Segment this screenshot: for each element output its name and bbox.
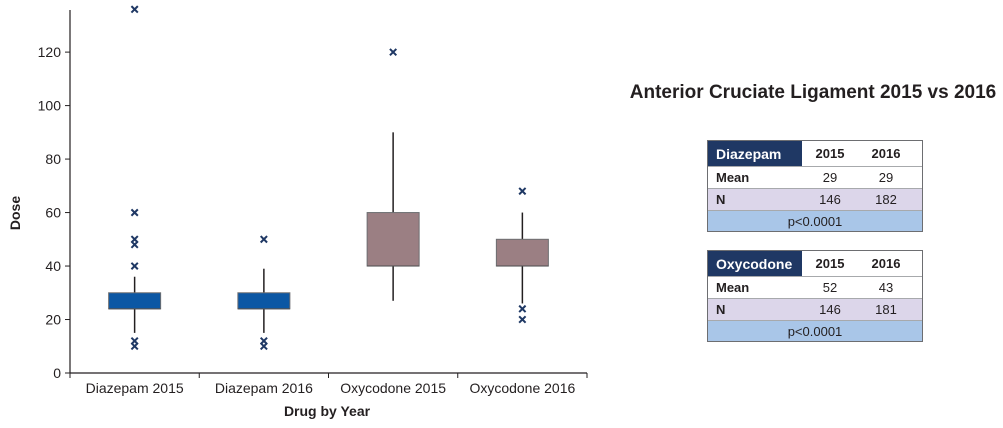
outlier-marker <box>259 337 268 345</box>
mean-row: Mean 52 43 <box>708 277 922 299</box>
x-tick-label: Oxycodone 2016 <box>469 380 575 396</box>
mean-row: Mean 29 29 <box>708 167 922 189</box>
box <box>237 292 291 310</box>
outlier-marker <box>130 262 139 270</box>
mean-2015: 52 <box>822 280 838 295</box>
n-2015: 146 <box>819 192 841 207</box>
chart-axes: 0 20 40 60 80 100 120 Diazepam 2015 Diazepam 201… <box>38 10 588 396</box>
column-2016: 2016 <box>871 146 901 161</box>
outlier-stroke <box>130 235 139 244</box>
p-value: p<0.0001 <box>787 213 843 229</box>
outlier-marker <box>130 235 139 244</box>
outlier-stroke <box>518 187 527 196</box>
y-tick-label: 40 <box>45 258 61 274</box>
p-value: p<0.0001 <box>787 323 843 339</box>
boxplot-chart: 0 20 40 60 80 100 120 Diazepam 2015 Diazepam 201… <box>7 5 588 419</box>
p-value-row: p<0.0001 <box>708 321 922 341</box>
outlier-marker <box>130 208 139 217</box>
n-2015: 146 <box>819 302 841 317</box>
box <box>495 238 549 267</box>
box <box>108 292 162 310</box>
box <box>366 212 420 267</box>
outlier-marker <box>130 337 139 345</box>
mean-2016: 29 <box>878 170 894 185</box>
y-tick-label: 120 <box>38 44 62 60</box>
p-value-row: p<0.0001 <box>708 211 922 231</box>
outlier-stroke <box>130 262 139 270</box>
drug-name: Diazepam <box>708 141 802 166</box>
y-tick-label: 20 <box>45 312 61 328</box>
column-2016: 2016 <box>871 256 901 271</box>
n-row: N 146 182 <box>708 189 922 211</box>
outlier-marker <box>130 5 139 14</box>
outlier-stroke <box>130 5 139 14</box>
y-tick-label: 100 <box>38 98 62 114</box>
outlier-stroke <box>259 337 268 345</box>
column-2015: 2015 <box>815 146 845 161</box>
outlier-stroke <box>389 48 398 57</box>
diazepam-stats-table: Diazepam 2015 2016 Mean 29 29 N 146 182 … <box>707 140 923 232</box>
table-header-row: Diazepam 2015 2016 <box>708 141 922 167</box>
outlier-marker <box>518 187 527 196</box>
table-header-row: Oxycodone 2015 2016 <box>708 251 922 277</box>
outlier-marker <box>518 304 527 313</box>
chart-marks <box>108 5 549 351</box>
n-label: N <box>716 302 726 317</box>
outlier-marker <box>518 315 527 324</box>
y-tick-label: 0 <box>53 365 61 381</box>
outlier-marker <box>259 235 268 244</box>
y-tick-label: 60 <box>45 205 61 221</box>
drug-name: Oxycodone <box>708 251 802 276</box>
outlier-stroke <box>259 235 268 244</box>
x-tick-label: Diazepam 2015 <box>86 380 184 396</box>
x-tick-label: Diazepam 2016 <box>215 380 313 396</box>
mean-2015: 29 <box>822 170 838 185</box>
x-tick-label: Oxycodone 2015 <box>340 380 446 396</box>
outlier-stroke <box>518 315 527 324</box>
mean-label: Mean <box>716 280 750 295</box>
n-2016: 181 <box>875 302 897 317</box>
outlier-stroke <box>130 337 139 345</box>
mean-label: Mean <box>716 170 750 185</box>
panel-title: Anterior Cruciate Ligament 2015 vs 2016 <box>629 82 997 103</box>
oxycodone-stats-table: Oxycodone 2015 2016 Mean 52 43 N 146 181… <box>707 250 923 342</box>
n-2016: 182 <box>875 192 897 207</box>
n-label: N <box>716 192 726 207</box>
y-tick-label: 80 <box>45 151 61 167</box>
mean-2016: 43 <box>878 280 894 295</box>
outlier-stroke <box>130 208 139 217</box>
y-axis-title: Dose <box>7 196 23 230</box>
outlier-marker <box>389 48 398 57</box>
outlier-stroke <box>518 304 527 313</box>
column-2015: 2015 <box>815 256 845 271</box>
x-axis-title: Drug by Year <box>284 403 371 419</box>
n-row: N 146 181 <box>708 299 922 321</box>
